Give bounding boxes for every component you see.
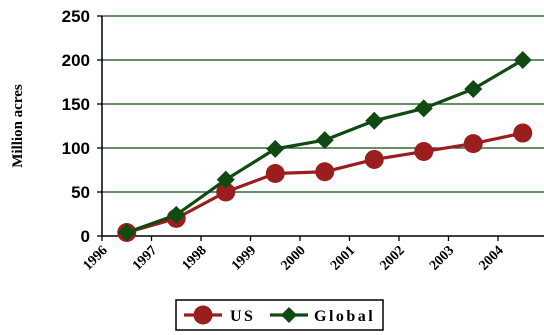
point-us-1999 bbox=[265, 164, 285, 184]
y-tick-label: 100 bbox=[62, 139, 90, 158]
y-tick-label: 200 bbox=[62, 51, 90, 70]
x-tick-label: 2004 bbox=[476, 243, 506, 273]
y-tick-label: 150 bbox=[62, 95, 90, 114]
legend: US Global bbox=[175, 299, 384, 331]
point-us-2001 bbox=[364, 149, 384, 169]
legend-marker-global bbox=[281, 307, 297, 323]
point-us-2003 bbox=[463, 134, 483, 154]
x-tick-label: 2003 bbox=[427, 243, 457, 273]
point-global-2001 bbox=[365, 111, 384, 130]
point-global-1998 bbox=[216, 170, 235, 189]
point-global-1997 bbox=[167, 205, 186, 224]
x-tick-label: 2001 bbox=[328, 243, 358, 273]
x-tick-label: 2000 bbox=[278, 243, 308, 273]
point-us-1998 bbox=[216, 182, 236, 202]
x-tick-label: 1997 bbox=[130, 243, 160, 273]
y-tick-label: 250 bbox=[62, 7, 90, 26]
legend-label-global: Global bbox=[314, 308, 375, 325]
point-global-2003 bbox=[464, 80, 483, 99]
point-global-1996 bbox=[117, 223, 136, 242]
label-layer: 0 50 100 150 200 250 1996 1997 1998 1999 2000 2001 2… bbox=[10, 7, 507, 274]
x-tick-label: 1998 bbox=[179, 243, 209, 273]
x-tick-label: 1996 bbox=[80, 243, 110, 273]
y-tick-label: 50 bbox=[71, 183, 90, 202]
series-layer bbox=[117, 51, 533, 242]
y-tick-label: 0 bbox=[81, 227, 90, 246]
x-tick-label: 1999 bbox=[229, 243, 259, 273]
point-global-1999 bbox=[266, 139, 285, 158]
legend-marker-us bbox=[193, 305, 213, 325]
point-us-2004 bbox=[513, 123, 533, 143]
y-axis-title: Million acres bbox=[10, 84, 26, 168]
point-global-2000 bbox=[315, 131, 334, 150]
point-global-2002 bbox=[414, 99, 433, 118]
point-us-2000 bbox=[315, 162, 335, 182]
axis-layer bbox=[97, 15, 544, 241]
point-global-2004 bbox=[513, 51, 532, 69]
legend-label-us: US bbox=[230, 308, 255, 325]
x-tick-label: 2002 bbox=[377, 243, 407, 273]
point-us-2002 bbox=[414, 142, 434, 162]
